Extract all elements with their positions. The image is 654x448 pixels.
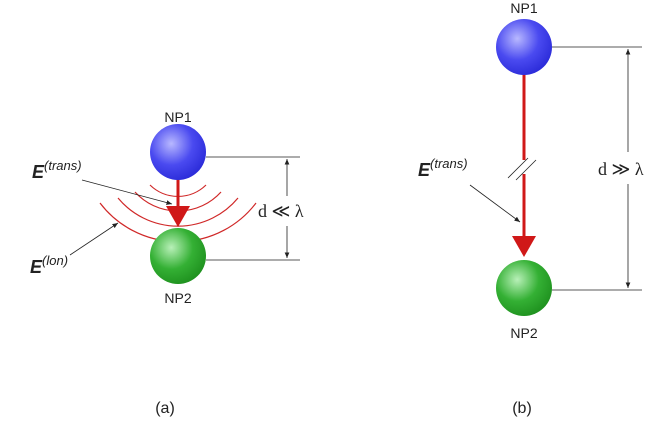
np1-label: NP1 [164, 109, 191, 125]
np1-sphere [150, 124, 206, 180]
panel-a: NP1 NP2 d ≪ λ E(trans) E(lon) (a) [30, 109, 304, 417]
leader-arrow [70, 223, 118, 255]
np2-sphere [496, 260, 552, 316]
distance-label: d ≪ λ [258, 201, 304, 221]
np2-label: NP2 [510, 325, 537, 341]
distance-label: d ≫ λ [598, 159, 644, 179]
np1-sphere [496, 19, 552, 75]
caption: (b) [512, 400, 532, 417]
panel-b: NP1 NP2 d ≫ λ E(trans) (b) [418, 0, 644, 417]
e-lon-label: E(lon) [30, 253, 68, 277]
diagram: NP1 NP2 d ≪ λ E(trans) E(lon) (a) NP1 NP… [0, 0, 654, 448]
e-trans-label: E(trans) [32, 158, 82, 182]
leader-arrow [470, 185, 520, 222]
np2-label: NP2 [164, 290, 191, 306]
np1-label: NP1 [510, 0, 537, 16]
e-trans-label: E(trans) [418, 156, 468, 180]
np2-sphere [150, 228, 206, 284]
caption: (a) [155, 400, 175, 417]
